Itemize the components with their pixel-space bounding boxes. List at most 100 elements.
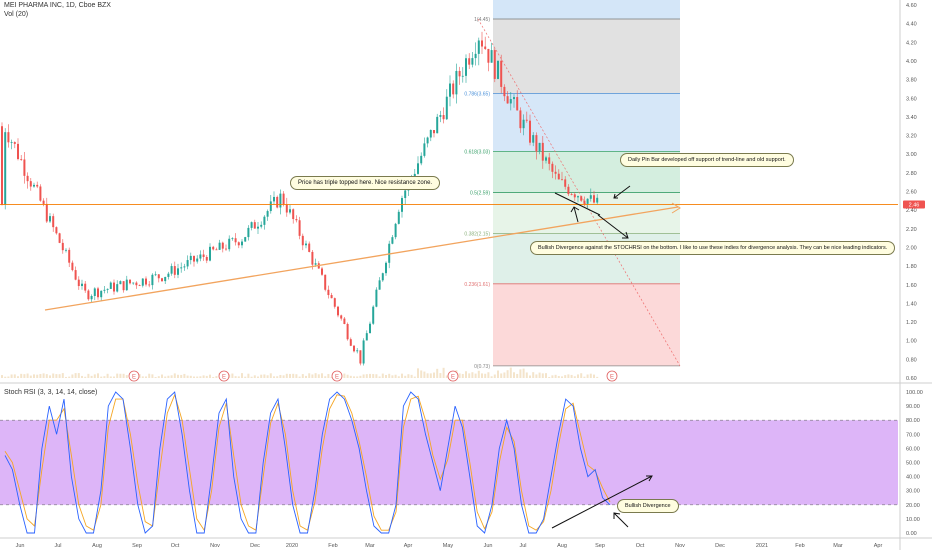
candle-body — [305, 243, 307, 246]
earnings-marker-label: E — [451, 375, 455, 381]
volume-bar — [308, 373, 311, 378]
fib-zone-top — [493, 0, 680, 19]
candle-body — [74, 270, 77, 280]
volume-bar — [157, 376, 160, 378]
price-tick-label: 3.80 — [906, 78, 917, 84]
candle-body — [49, 216, 51, 222]
stoch-rsi-label[interactable]: Stoch RSI (3, 3, 14, 14, close) — [4, 389, 98, 396]
volume-bar — [17, 376, 19, 378]
candle-body — [333, 298, 336, 307]
candle-body — [36, 184, 39, 187]
earnings-marker-label: E — [222, 375, 226, 381]
symbol-title[interactable]: MEI PHARMA INC, 1D, Cboe BZX — [4, 2, 111, 9]
volume-bar — [170, 375, 173, 378]
volume-bar — [417, 368, 419, 378]
candle-body — [61, 242, 64, 251]
fib-level-label: 0.618(3.03) — [464, 149, 490, 155]
candle-body — [77, 279, 80, 287]
candle-body — [276, 196, 279, 208]
time-tick-label: Sep — [132, 543, 142, 549]
candle-body — [260, 224, 263, 227]
note-triple-top[interactable]: Price has triple topped here. Nice resis… — [290, 176, 441, 190]
volume-bar — [330, 376, 333, 378]
volume-bar — [29, 375, 32, 378]
volume-bar — [295, 374, 298, 378]
note-bullish-divergence-short[interactable]: Bullish Divergence — [617, 499, 679, 513]
volume-bar — [263, 374, 266, 378]
volume-bar — [97, 373, 99, 378]
volume-bar — [298, 376, 301, 378]
candle-body — [122, 281, 125, 291]
volume-bar — [573, 376, 576, 378]
note-pin-bar[interactable]: Daily Pin Bar developed off support of t… — [620, 153, 794, 167]
volume-bar — [461, 373, 464, 378]
candle-body — [250, 222, 253, 228]
candle-body — [349, 339, 352, 346]
candle-body — [65, 249, 67, 251]
candle-body — [186, 260, 189, 267]
candle-body — [58, 233, 61, 243]
volume-bar — [116, 373, 119, 378]
volume-bar — [551, 375, 554, 378]
candle-body — [308, 243, 311, 252]
trendline-arrowhead — [671, 202, 681, 214]
note-bullish-divergence[interactable]: Bullish Divergence against the STOCHRSI … — [530, 241, 896, 255]
arrow-pin-bar — [613, 185, 631, 199]
price-tick-label: 4.60 — [906, 3, 917, 9]
candle-body — [420, 155, 423, 164]
candle-body — [385, 262, 387, 274]
candle-body — [346, 323, 349, 340]
volume-bar — [433, 372, 435, 378]
volume-bar — [359, 375, 362, 378]
candle-body — [26, 175, 29, 182]
volume-bar — [369, 373, 371, 378]
stoch-axis[interactable]: 100.00 90.00 80.00 70.00 60.00 50.00 40.00 30.0… — [906, 390, 923, 537]
stoch-tick-label: 70.00 — [906, 432, 920, 438]
volume-bar — [247, 373, 250, 378]
candle-body — [429, 130, 432, 138]
time-tick-label: Apr — [874, 543, 883, 549]
volume-bar — [241, 373, 243, 378]
time-tick-label: Jul — [519, 543, 526, 549]
price-axis[interactable]: 4.60 4.40 4.20 4.00 3.80 3.60 3.40 3.20 3.00 2.80… — [903, 3, 925, 382]
candle-body — [330, 295, 333, 299]
volume-bar — [205, 375, 208, 378]
volume-bar — [522, 368, 525, 378]
volume-bar — [593, 374, 595, 378]
candle-body — [372, 306, 375, 324]
volume-bar — [189, 375, 192, 378]
candle-body — [394, 223, 397, 238]
candle-body — [52, 216, 55, 228]
candle-body — [343, 318, 346, 324]
candle-body — [397, 211, 400, 224]
volume-bar — [154, 376, 157, 378]
volume-bar — [4, 376, 7, 378]
time-tick-label: Feb — [795, 543, 804, 549]
candle-body — [234, 238, 237, 243]
volume-bar — [538, 372, 541, 378]
candle-body — [593, 195, 595, 203]
volume-label[interactable]: Vol (20) — [4, 11, 29, 18]
volume-bar — [519, 369, 522, 378]
price-tick-label: 1.40 — [906, 301, 917, 307]
price-tick-label: 1.00 — [906, 339, 917, 345]
earnings-marker — [606, 370, 618, 382]
volume-bar — [20, 373, 23, 378]
candle-body — [282, 193, 285, 205]
time-tick-label: Sep — [595, 543, 605, 549]
volume-bar — [39, 373, 42, 378]
volume-bar — [177, 374, 179, 378]
candle-body — [244, 237, 247, 242]
candle-body — [596, 197, 599, 203]
price-tick-label: 2.40 — [906, 208, 917, 214]
time-axis[interactable]: Jun Jul Aug Sep Oct Nov Dec 2020 Feb Mar Apr May Jun… — [16, 543, 883, 549]
candle-body — [548, 157, 551, 164]
volume-bar — [237, 376, 240, 378]
candle-body — [161, 278, 163, 282]
volume-bar — [445, 375, 448, 378]
volume-bar — [33, 374, 35, 378]
candle-body — [87, 290, 90, 300]
price-tick-label: 3.60 — [906, 96, 917, 102]
arrow-bullish-note — [613, 512, 629, 528]
